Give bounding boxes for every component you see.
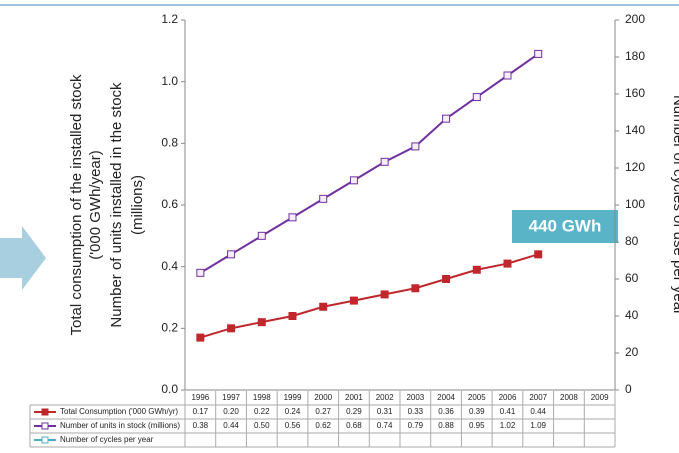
y2-tick-label: 60: [625, 271, 639, 285]
point: [349, 296, 358, 305]
y-tick-label: 0.0: [161, 382, 178, 396]
point: [534, 250, 543, 259]
table-value: 0.56: [285, 421, 301, 430]
y-tick-label: 1.0: [161, 74, 178, 88]
series-line: [199, 53, 539, 274]
y2-tick-label: 180: [625, 49, 645, 63]
x-tick-label: 1997: [222, 393, 240, 402]
y2-tick-label: 200: [625, 12, 645, 26]
point: [319, 194, 328, 203]
point: [472, 265, 481, 274]
point: [380, 290, 389, 299]
x-tick-label: 2004: [437, 393, 455, 402]
y-tick-label: 1.2: [161, 12, 178, 26]
x-tick-label: 1998: [253, 393, 271, 402]
table-value: 0.44: [530, 407, 546, 416]
y2-tick-label: 100: [625, 197, 645, 211]
point: [349, 176, 358, 185]
x-tick-label: 2000: [314, 393, 332, 402]
legend-marker: [41, 408, 49, 416]
y-tick-label: 0.8: [161, 136, 178, 150]
y-axis-label: (millions): [129, 175, 146, 235]
y2-tick-label: 80: [625, 234, 639, 248]
legend-label: Number of cycles per year: [60, 435, 154, 444]
table-value: 0.95: [469, 421, 485, 430]
y2-tick-label: 160: [625, 86, 645, 100]
x-tick-label: 1996: [191, 393, 209, 402]
table-value: 1.02: [500, 421, 516, 430]
y-tick-label: 0.2: [161, 321, 178, 335]
point: [227, 250, 236, 259]
legend-marker: [41, 436, 49, 444]
table-value: 0.50: [254, 421, 270, 430]
y-tick-label: 0.6: [161, 197, 178, 211]
annotation: 440 GWh: [529, 216, 602, 235]
table-value: 0.39: [469, 407, 485, 416]
x-tick-label: 1999: [284, 393, 302, 402]
y-axis-label: Total consumption of the installed stock: [68, 74, 85, 335]
legend-marker: [41, 422, 49, 430]
point: [442, 275, 451, 283]
table-value: 0.33: [408, 407, 424, 416]
point: [503, 71, 512, 80]
table-value: 0.41: [500, 407, 516, 416]
y2-tick-label: 120: [625, 160, 645, 174]
x-tick-label: 2001: [345, 393, 363, 402]
point: [534, 49, 543, 58]
table-value: 0.62: [315, 421, 331, 430]
table-value: 0.27: [315, 407, 331, 416]
x-tick-label: 2003: [406, 393, 424, 402]
x-tick-label: 2007: [529, 393, 547, 402]
point: [411, 142, 420, 151]
point: [319, 302, 328, 311]
y2-tick-label: 20: [625, 345, 639, 359]
table-value: 0.88: [438, 421, 454, 430]
table-value: 0.29: [346, 407, 362, 416]
point: [503, 259, 512, 268]
point: [380, 157, 389, 166]
table-value: 0.36: [438, 407, 454, 416]
legend-label: Total Consumption ('000 GWh/yr): [60, 407, 178, 416]
annotation-box: [512, 210, 618, 243]
arrow: [0, 226, 46, 290]
point: [227, 324, 236, 333]
table-value: 0.22: [254, 407, 270, 416]
point: [257, 318, 266, 327]
point: [288, 213, 297, 222]
table-value: 1.09: [530, 421, 546, 430]
x-tick-label: 2006: [499, 393, 517, 402]
y2-tick-label: 0: [625, 382, 632, 396]
x-tick-label: 2009: [591, 393, 609, 402]
point: [411, 284, 420, 293]
table-value: 0.38: [193, 421, 209, 430]
point: [442, 114, 451, 123]
x-tick-label: 2005: [468, 393, 486, 402]
table-value: 0.79: [408, 421, 424, 430]
y-axis-label: Number of units installed in the stock: [108, 82, 125, 328]
y2-axis-label: Number of cycles of use per year: [670, 95, 679, 315]
legend-label: Number of units in stock (millions): [60, 421, 180, 430]
table-value: 0.74: [377, 421, 393, 430]
y2-tick-label: 40: [625, 308, 639, 322]
point: [472, 93, 481, 102]
x-tick-label: 2008: [560, 393, 578, 402]
x-tick-label: 2002: [376, 393, 394, 402]
point: [257, 231, 266, 240]
point: [196, 333, 205, 342]
y-axis-label: ('000 GWh/year): [87, 150, 104, 260]
table-value: 0.24: [285, 407, 301, 416]
point: [196, 268, 205, 277]
table-value: 0.17: [193, 407, 209, 416]
table-value: 0.44: [223, 421, 239, 430]
y-tick-label: 0.4: [161, 259, 178, 273]
table-value: 0.68: [346, 421, 362, 430]
y2-tick-label: 140: [625, 123, 645, 137]
table-value: 0.31: [377, 407, 393, 416]
table-value: 0.20: [223, 407, 239, 416]
series-line: [200, 253, 539, 339]
point: [288, 312, 297, 320]
